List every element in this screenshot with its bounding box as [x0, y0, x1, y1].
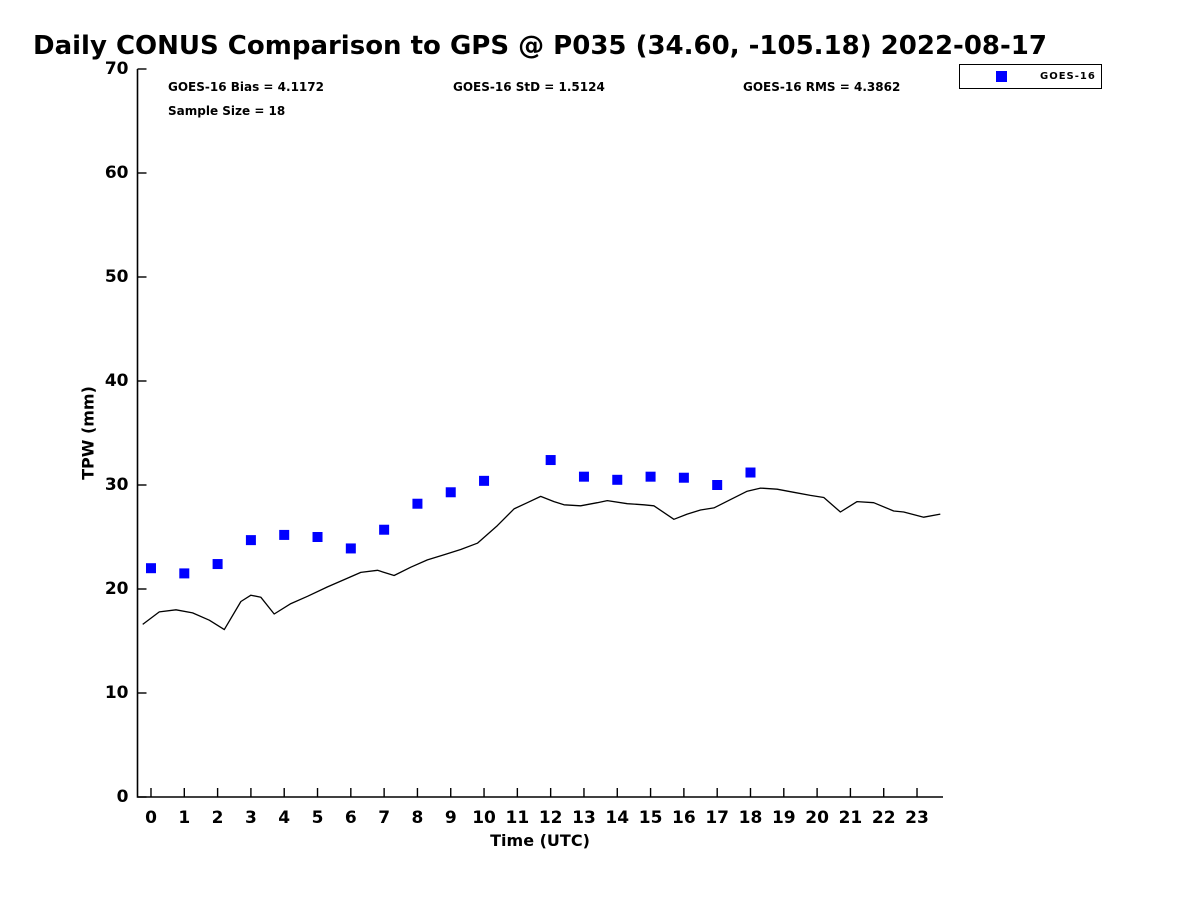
x-tick-label: 22 — [872, 808, 896, 828]
y-axis-label: TPW (mm) — [78, 386, 98, 480]
goes16-marker — [145, 563, 156, 574]
y-tick-label: 0 — [117, 787, 129, 807]
y-tick-label: 10 — [105, 683, 129, 703]
x-tick-label: 18 — [739, 808, 763, 828]
y-tick-label: 70 — [105, 59, 129, 79]
x-axis-label: Time (UTC) — [490, 831, 590, 850]
goes16-marker — [578, 471, 589, 482]
stat-rms: GOES-16 RMS = 4.3862 — [743, 80, 901, 94]
x-tick-label: 23 — [905, 808, 929, 828]
x-tick-label: 9 — [445, 808, 457, 828]
x-tick-label: 11 — [506, 808, 530, 828]
goes16-marker — [312, 532, 323, 542]
x-tick-label: 3 — [245, 808, 257, 828]
x-tick-label: 16 — [672, 808, 696, 828]
goes16-marker — [279, 529, 290, 540]
x-tick-label: 7 — [378, 808, 390, 828]
goes16-marker — [212, 559, 223, 570]
y-tick-label: 60 — [105, 163, 129, 183]
stat-sample: Sample Size = 18 — [168, 104, 286, 118]
x-tick-label: 20 — [805, 808, 829, 828]
goes16-marker — [379, 524, 390, 535]
goes16-marker — [712, 480, 723, 490]
goes16-marker — [745, 467, 756, 478]
x-tick-label: 17 — [705, 808, 729, 828]
x-tick-label: 1 — [178, 808, 190, 828]
x-tick-label: 14 — [605, 808, 629, 828]
x-tick-label: 8 — [412, 808, 424, 828]
y-tick-label: 50 — [105, 267, 129, 287]
goes16-marker — [345, 543, 356, 554]
y-tick-label: 40 — [105, 371, 129, 391]
goes16-marker — [678, 472, 689, 483]
x-tick-label: 5 — [312, 808, 324, 828]
legend-marker-square-icon — [996, 71, 1007, 82]
x-tick-label: 0 — [145, 808, 157, 828]
x-tick-label: 15 — [639, 808, 663, 828]
x-tick-label: 6 — [345, 808, 357, 828]
legend: GOES-16 — [959, 64, 1102, 89]
x-tick-label: 13 — [572, 808, 596, 828]
stat-bias: GOES-16 Bias = 4.1172 — [168, 80, 324, 94]
chart-title: Daily CONUS Comparison to GPS @ P035 (34… — [33, 31, 1047, 61]
x-tick-label: 2 — [212, 808, 224, 828]
gps-line — [142, 487, 941, 631]
goes16-marker — [245, 535, 256, 546]
y-tick-label: 20 — [105, 579, 129, 599]
y-tick-label: 30 — [105, 475, 129, 495]
goes16-marker — [645, 471, 656, 482]
x-tick-label: 4 — [278, 808, 290, 828]
axis-spines — [136, 69, 943, 798]
stat-std: GOES-16 StD = 1.5124 — [453, 80, 605, 94]
x-tick-label: 10 — [472, 808, 496, 828]
x-tick-label: 12 — [539, 808, 563, 828]
legend-label: GOES-16 — [1040, 71, 1096, 82]
goes16-marker — [612, 474, 623, 485]
goes16-marker — [479, 475, 490, 486]
goes16-marker — [445, 487, 456, 498]
x-tick-label: 19 — [772, 808, 796, 828]
goes16-marker — [179, 568, 190, 579]
goes16-marker — [545, 455, 556, 466]
x-tick-label: 21 — [839, 808, 863, 828]
goes16-marker — [412, 498, 423, 509]
